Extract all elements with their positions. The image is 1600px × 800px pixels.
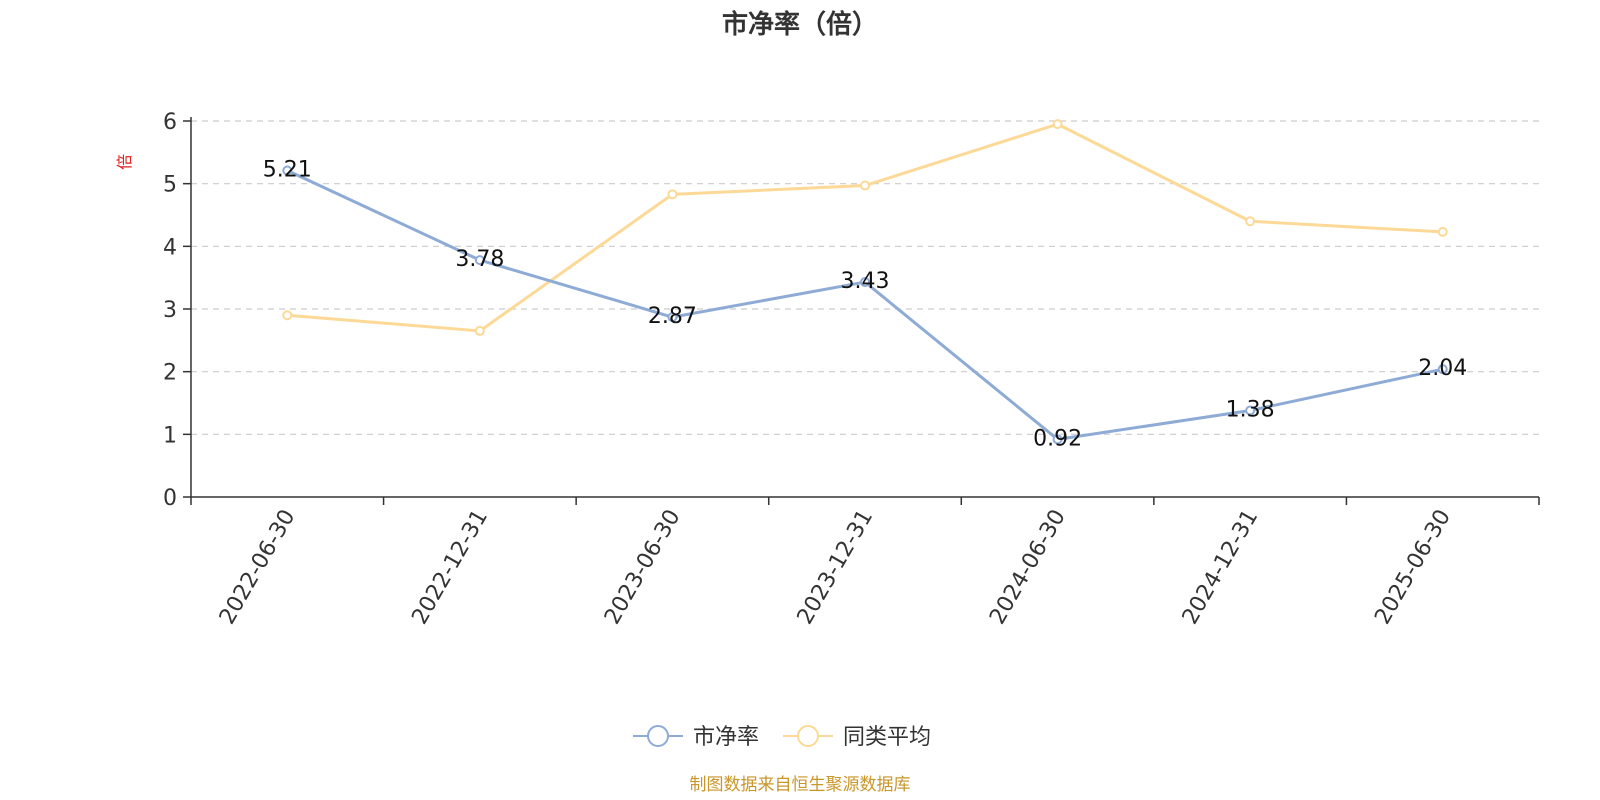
- data-label-pb: 1.38: [1226, 398, 1275, 423]
- axes: [190, 117, 1539, 498]
- y-tick-label: 6: [163, 110, 177, 135]
- x-tick-label: 2024-06-30: [985, 506, 1071, 629]
- data-point-peer-average[interactable]: [1437, 226, 1448, 237]
- y-axis-unit-label: 倍: [115, 154, 134, 170]
- x-axis-ticks: 2022-06-30 2022-12-31 2023-06-30 2023-12-31…: [190, 497, 1540, 629]
- legend-label-pb: 市净率: [693, 725, 759, 750]
- series-points: [282, 119, 1448, 445]
- data-point-pb[interactable]: [667, 312, 678, 323]
- y-tick-label: 2: [163, 361, 177, 386]
- y-axis-ticks: 0 1 2 3 4 5 6: [163, 110, 191, 511]
- data-point-pb[interactable]: [1245, 405, 1256, 416]
- legend-marker-peer-average: [797, 725, 819, 747]
- data-labels: 5.21 3.78 2.87 3.43 0.92 1.38 2.04: [263, 158, 1467, 452]
- legend-label-peer-average: 同类平均: [843, 725, 931, 750]
- series-line-peer-average: [287, 122, 1443, 333]
- data-point-pb[interactable]: [282, 165, 293, 176]
- y-tick-label: 4: [163, 235, 177, 260]
- x-tick-label: 2022-06-30: [215, 506, 301, 629]
- legend-item-pb[interactable]: 市净率: [633, 725, 759, 750]
- legend-marker-pb: [647, 725, 669, 747]
- data-point-pb[interactable]: [1052, 434, 1063, 445]
- data-point-peer-average[interactable]: [474, 325, 485, 336]
- x-tick-label: 2024-12-31: [1178, 506, 1264, 629]
- x-tick-label: 2022-12-31: [407, 506, 493, 629]
- data-point-peer-average[interactable]: [1052, 119, 1063, 130]
- data-point-peer-average[interactable]: [282, 310, 293, 321]
- data-point-peer-average[interactable]: [860, 180, 870, 191]
- data-source-note: 制图数据来自恒生聚源数据库: [690, 775, 911, 795]
- data-label-pb: 2.87: [648, 304, 697, 329]
- data-point-peer-average[interactable]: [1245, 216, 1256, 227]
- data-label-pb: 3.43: [841, 269, 890, 294]
- data-point-pb[interactable]: [474, 255, 485, 266]
- data-point-pb[interactable]: [1437, 364, 1448, 375]
- x-tick-label: 2023-12-31: [793, 506, 879, 629]
- chart-title: 市净率（倍）: [722, 9, 878, 40]
- legend: 市净率 同类平均: [633, 725, 931, 750]
- data-label-pb: 0.92: [1033, 426, 1082, 451]
- data-label-pb: 3.78: [455, 247, 504, 272]
- data-point-pb[interactable]: [860, 277, 870, 288]
- data-label-pb: 5.21: [263, 158, 312, 183]
- data-point-peer-average[interactable]: [667, 189, 678, 200]
- x-tick-label: 2025-06-30: [1370, 506, 1456, 629]
- y-tick-label: 3: [163, 298, 177, 323]
- legend-item-peer-average[interactable]: 同类平均: [783, 725, 931, 750]
- y-tick-label: 1: [163, 423, 177, 448]
- x-tick-label: 2023-06-30: [600, 506, 686, 629]
- y-tick-label: 5: [163, 173, 177, 198]
- data-label-pb: 2.04: [1418, 356, 1467, 381]
- y-tick-label: 0: [163, 486, 177, 511]
